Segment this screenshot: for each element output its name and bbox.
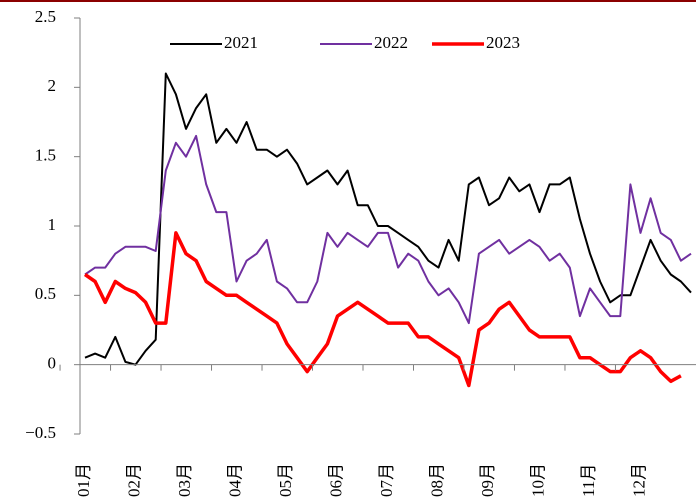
x-tick-label: 05月 [276,463,295,497]
y-tick-label: −0.5 [25,423,56,442]
x-tick-label: 03月 [175,463,194,497]
y-tick-label: 2.5 [35,7,56,26]
x-tick-label: 06月 [326,463,345,497]
y-tick-label: 0.5 [35,284,56,303]
x-tick-label: 04月 [225,463,244,497]
x-tick-label: 12月 [629,463,648,497]
x-tick-label: 11月 [579,464,598,497]
x-tick-label: 08月 [427,463,446,497]
y-tick-label: 2 [48,76,57,95]
line-series [84,134,692,325]
x-tick-label: 01月 [74,463,93,497]
y-tick-label: 1 [48,215,57,234]
x-tick-label: 09月 [478,463,497,497]
x-tick-label: 07月 [377,463,396,497]
top-border [0,0,696,2]
line-series [84,72,692,366]
y-tick-label: 1.5 [35,146,56,165]
plot-area [84,72,692,388]
y-tick-label: 0 [48,354,57,373]
legend-label: 2022 [374,33,408,52]
x-tick-label: 02月 [124,463,143,497]
line-series [84,231,682,388]
legend-label: 2023 [486,33,520,52]
x-tick-label: 10月 [528,463,547,497]
legend-label: 2021 [224,33,258,52]
